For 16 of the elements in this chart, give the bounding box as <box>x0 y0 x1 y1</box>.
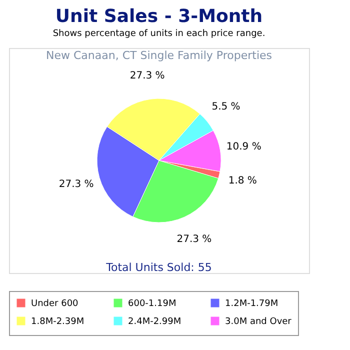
data-label: 27.3 % <box>130 70 165 82</box>
legend-label: 1.2M-1.79M <box>225 299 278 309</box>
chart-title: Unit Sales - 3-Month <box>55 6 263 27</box>
legend-label: 3.0M and Over <box>225 317 292 327</box>
legend-label: 2.4M-2.99M <box>128 317 182 327</box>
data-label: 1.8 % <box>228 176 257 187</box>
data-label: 27.3 % <box>176 234 212 245</box>
text: New Canaan, CT Single Family Properties <box>46 49 272 62</box>
legend-label: Under 600 <box>31 299 79 309</box>
text: Total Units Sold: 55 <box>105 261 212 274</box>
data-label: 27.3 % <box>58 179 94 190</box>
data-label: 10.9 % <box>226 142 262 153</box>
legend-label: 600-1.19M <box>128 299 176 309</box>
data-label: 5.5 % <box>212 102 240 113</box>
legend-label: 1.8M-2.39M <box>31 317 84 327</box>
chart-subtitle: Shows percentage of units in each price range. <box>52 29 266 39</box>
